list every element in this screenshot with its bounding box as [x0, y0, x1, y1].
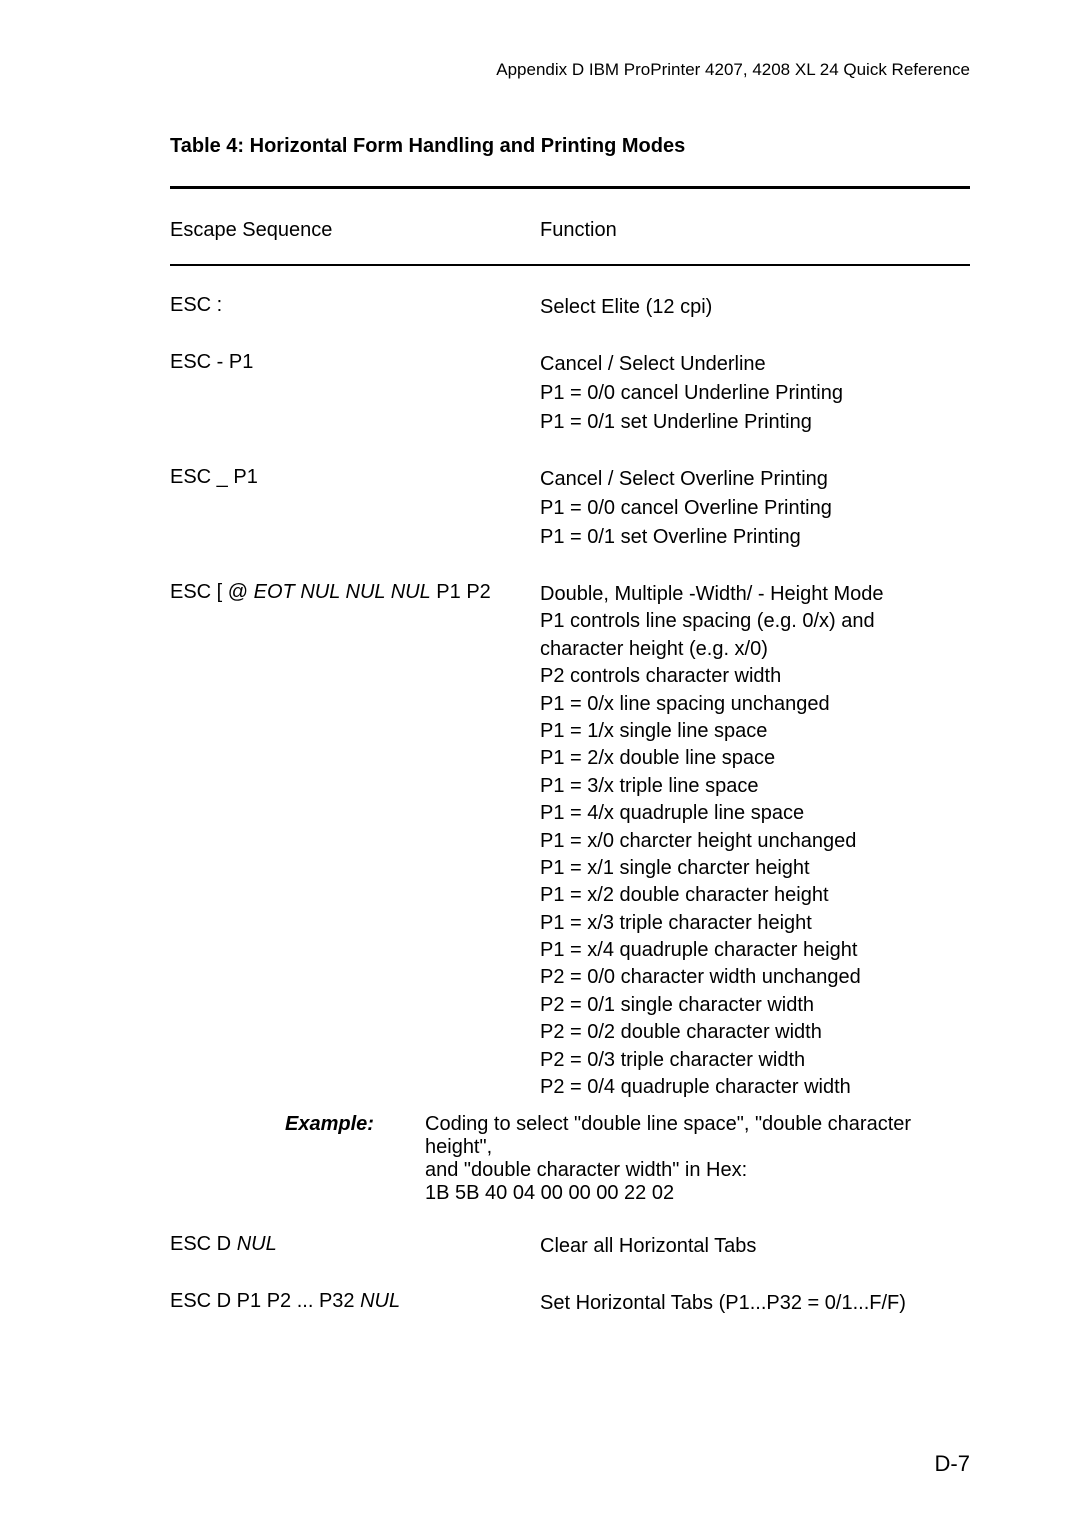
function-description: Clear all Horizontal Tabs: [540, 1233, 970, 1262]
page-number: D-7: [935, 1451, 970, 1477]
escape-sequence: ESC D NUL: [170, 1233, 540, 1262]
func-line: P2 = 0/3 triple character width: [540, 1047, 970, 1073]
func-line: P1 = 1/x single line space: [540, 718, 970, 744]
table-row: ESC D NUL Clear all Horizontal Tabs: [170, 1233, 970, 1262]
func-line: P2 = 0/1 single character width: [540, 992, 970, 1018]
example-block: Example: Coding to select "double line s…: [170, 1113, 970, 1205]
example-label: Example:: [170, 1113, 425, 1159]
seq-italic: EOT NUL NUL NUL: [254, 581, 431, 603]
function-description: Select Elite (12 cpi): [540, 294, 970, 323]
page-header: Appendix D IBM ProPrinter 4207, 4208 XL …: [170, 60, 970, 80]
function-description: Double, Multiple -Width/ - Height Mode P…: [540, 581, 970, 1101]
example-text: 1B 5B 40 04 00 00 00 22 02: [170, 1182, 970, 1205]
func-line: P2 = 0/4 quadruple character width: [540, 1074, 970, 1100]
seq-italic: NUL: [237, 1233, 277, 1255]
escape-sequence: ESC - P1: [170, 351, 540, 438]
function-description: Set Horizontal Tabs (P1...P32 = 0/1...F/…: [540, 1290, 970, 1319]
divider-header: [170, 264, 970, 266]
seq-italic: NUL: [360, 1290, 400, 1312]
func-line: P1 = 0/1 set Underline Printing: [540, 409, 970, 436]
escape-sequence: ESC [ @ EOT NUL NUL NUL P1 P2: [170, 581, 540, 1101]
function-description: Cancel / Select Underline P1 = 0/0 cance…: [540, 351, 970, 438]
table-row: ESC _ P1 Cancel / Select Overline Printi…: [170, 466, 970, 553]
func-line: P1 = 2/x double line space: [540, 745, 970, 771]
table-row: ESC : Select Elite (12 cpi): [170, 294, 970, 323]
column-headers: Escape Sequence Function: [170, 219, 970, 242]
table-title: Table 4: Horizontal Form Handling and Pr…: [170, 135, 970, 158]
func-line: P2 = 0/2 double character width: [540, 1019, 970, 1045]
func-line: P1 controls line spacing (e.g. 0/x) and: [540, 608, 970, 634]
function-description: Cancel / Select Overline Printing P1 = 0…: [540, 466, 970, 553]
func-line: P1 = 0/x line spacing unchanged: [540, 691, 970, 717]
seq-text: ESC D: [170, 1233, 237, 1255]
func-line: P1 = x/4 quadruple character height: [540, 937, 970, 963]
table-row: ESC [ @ EOT NUL NUL NUL P1 P2 Double, Mu…: [170, 581, 970, 1101]
example-text: Coding to select "double line space", "d…: [425, 1113, 970, 1159]
divider-top: [170, 186, 970, 189]
table-row: ESC - P1 Cancel / Select Underline P1 = …: [170, 351, 970, 438]
func-line: Double, Multiple -Width/ - Height Mode: [540, 581, 970, 607]
escape-sequence: ESC :: [170, 294, 540, 323]
func-line: P1 = 0/1 set Overline Printing: [540, 524, 970, 551]
seq-text: P1 P2: [431, 581, 491, 603]
seq-text: ESC D P1 P2 ... P32: [170, 1290, 360, 1312]
func-line: P1 = 4/x quadruple line space: [540, 800, 970, 826]
func-line: P2 = 0/0 character width unchanged: [540, 964, 970, 990]
example-text: and "double character width" in Hex:: [170, 1159, 970, 1182]
func-line: P1 = x/3 triple character height: [540, 910, 970, 936]
func-line: Cancel / Select Underline: [540, 351, 970, 378]
func-line: Set Horizontal Tabs (P1...P32 = 0/1...F/…: [540, 1290, 970, 1317]
table-row: ESC D P1 P2 ... P32 NUL Set Horizontal T…: [170, 1290, 970, 1319]
seq-text: ESC [ @: [170, 581, 254, 603]
escape-sequence: ESC D P1 P2 ... P32 NUL: [170, 1290, 540, 1319]
func-line: P1 = x/0 charcter height unchanged: [540, 828, 970, 854]
func-line: P1 = x/2 double character height: [540, 882, 970, 908]
func-line: P2 controls character width: [540, 663, 970, 689]
func-line: character height (e.g. x/0): [540, 636, 970, 662]
col-header-right: Function: [540, 219, 970, 242]
func-line: P1 = 0/0 cancel Overline Printing: [540, 495, 970, 522]
func-line: P1 = 3/x triple line space: [540, 773, 970, 799]
col-header-left: Escape Sequence: [170, 219, 540, 242]
func-line: P1 = 0/0 cancel Underline Printing: [540, 380, 970, 407]
escape-sequence: ESC _ P1: [170, 466, 540, 553]
func-line: Clear all Horizontal Tabs: [540, 1233, 970, 1260]
func-line: P1 = x/1 single charcter height: [540, 855, 970, 881]
func-line: Cancel / Select Overline Printing: [540, 466, 970, 493]
func-line: Select Elite (12 cpi): [540, 294, 970, 321]
